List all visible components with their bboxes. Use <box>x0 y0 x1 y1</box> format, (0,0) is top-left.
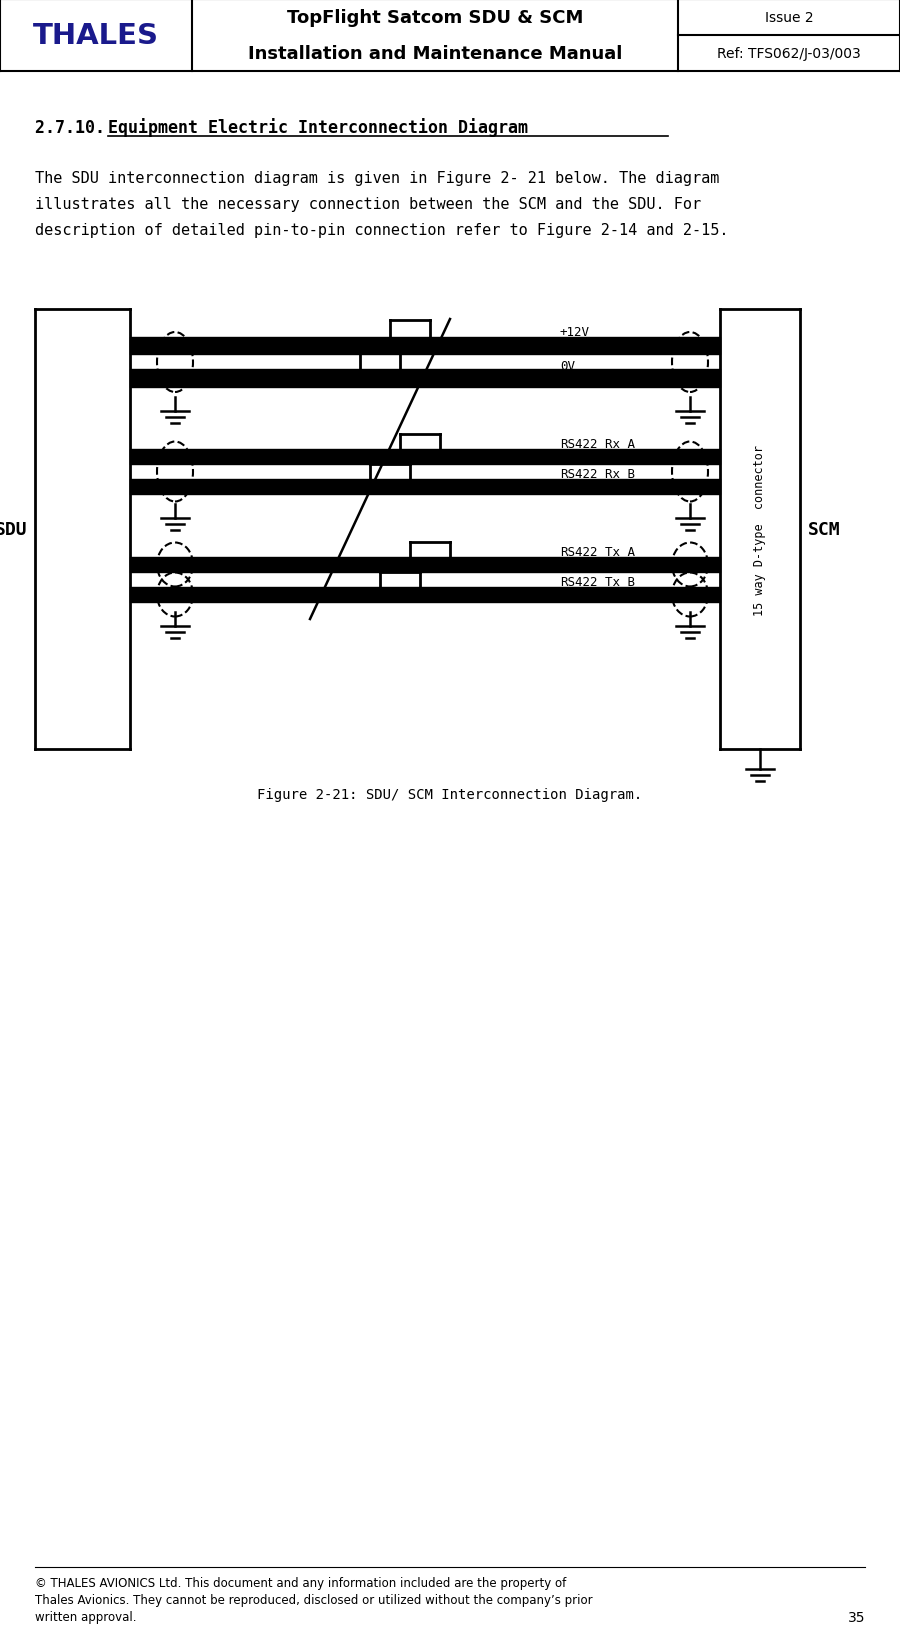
Text: RS422_Tx_A: RS422_Tx_A <box>560 545 635 558</box>
Text: © THALES AVIONICS Ltd. This document and any information included are the proper: © THALES AVIONICS Ltd. This document and… <box>35 1577 566 1590</box>
Text: 2.7.10.: 2.7.10. <box>35 119 115 137</box>
Text: Thales Avionics. They cannot be reproduced, disclosed or utilized without the co: Thales Avionics. They cannot be reproduc… <box>35 1593 592 1606</box>
Text: SDU: SDU <box>0 521 27 539</box>
Text: written approval.: written approval. <box>35 1611 137 1624</box>
Text: Equipment Electric Interconnection Diagram: Equipment Electric Interconnection Diagr… <box>108 119 528 137</box>
Text: THALES: THALES <box>33 21 159 51</box>
Text: illustrates all the necessary connection between the SCM and the SDU. For: illustrates all the necessary connection… <box>35 196 701 212</box>
Text: 0V: 0V <box>560 361 575 374</box>
Text: RS422_Tx_B: RS422_Tx_B <box>560 574 635 588</box>
Text: The SDU interconnection diagram is given in Figure 2- 21 below. The diagram: The SDU interconnection diagram is given… <box>35 170 719 186</box>
Text: 15 way D-type  connector: 15 way D-type connector <box>753 444 767 615</box>
Text: Figure 2-21: SDU/ SCM Interconnection Diagram.: Figure 2-21: SDU/ SCM Interconnection Di… <box>257 788 643 801</box>
Text: RS422_Rx_A: RS422_Rx_A <box>560 437 635 450</box>
Text: Ref: TFS062/J-03/003: Ref: TFS062/J-03/003 <box>717 47 861 60</box>
Text: description of detailed pin-to-pin connection refer to Figure 2-14 and 2-15.: description of detailed pin-to-pin conne… <box>35 222 728 237</box>
Text: SCM: SCM <box>808 521 841 539</box>
Text: 35: 35 <box>848 1611 865 1624</box>
Text: RS422_Rx_B: RS422_Rx_B <box>560 467 635 480</box>
Text: +12V: +12V <box>560 326 590 339</box>
Text: Issue 2: Issue 2 <box>765 11 814 24</box>
Text: TopFlight Satcom SDU & SCM: TopFlight Satcom SDU & SCM <box>287 10 583 28</box>
Text: Installation and Maintenance Manual: Installation and Maintenance Manual <box>248 46 622 64</box>
